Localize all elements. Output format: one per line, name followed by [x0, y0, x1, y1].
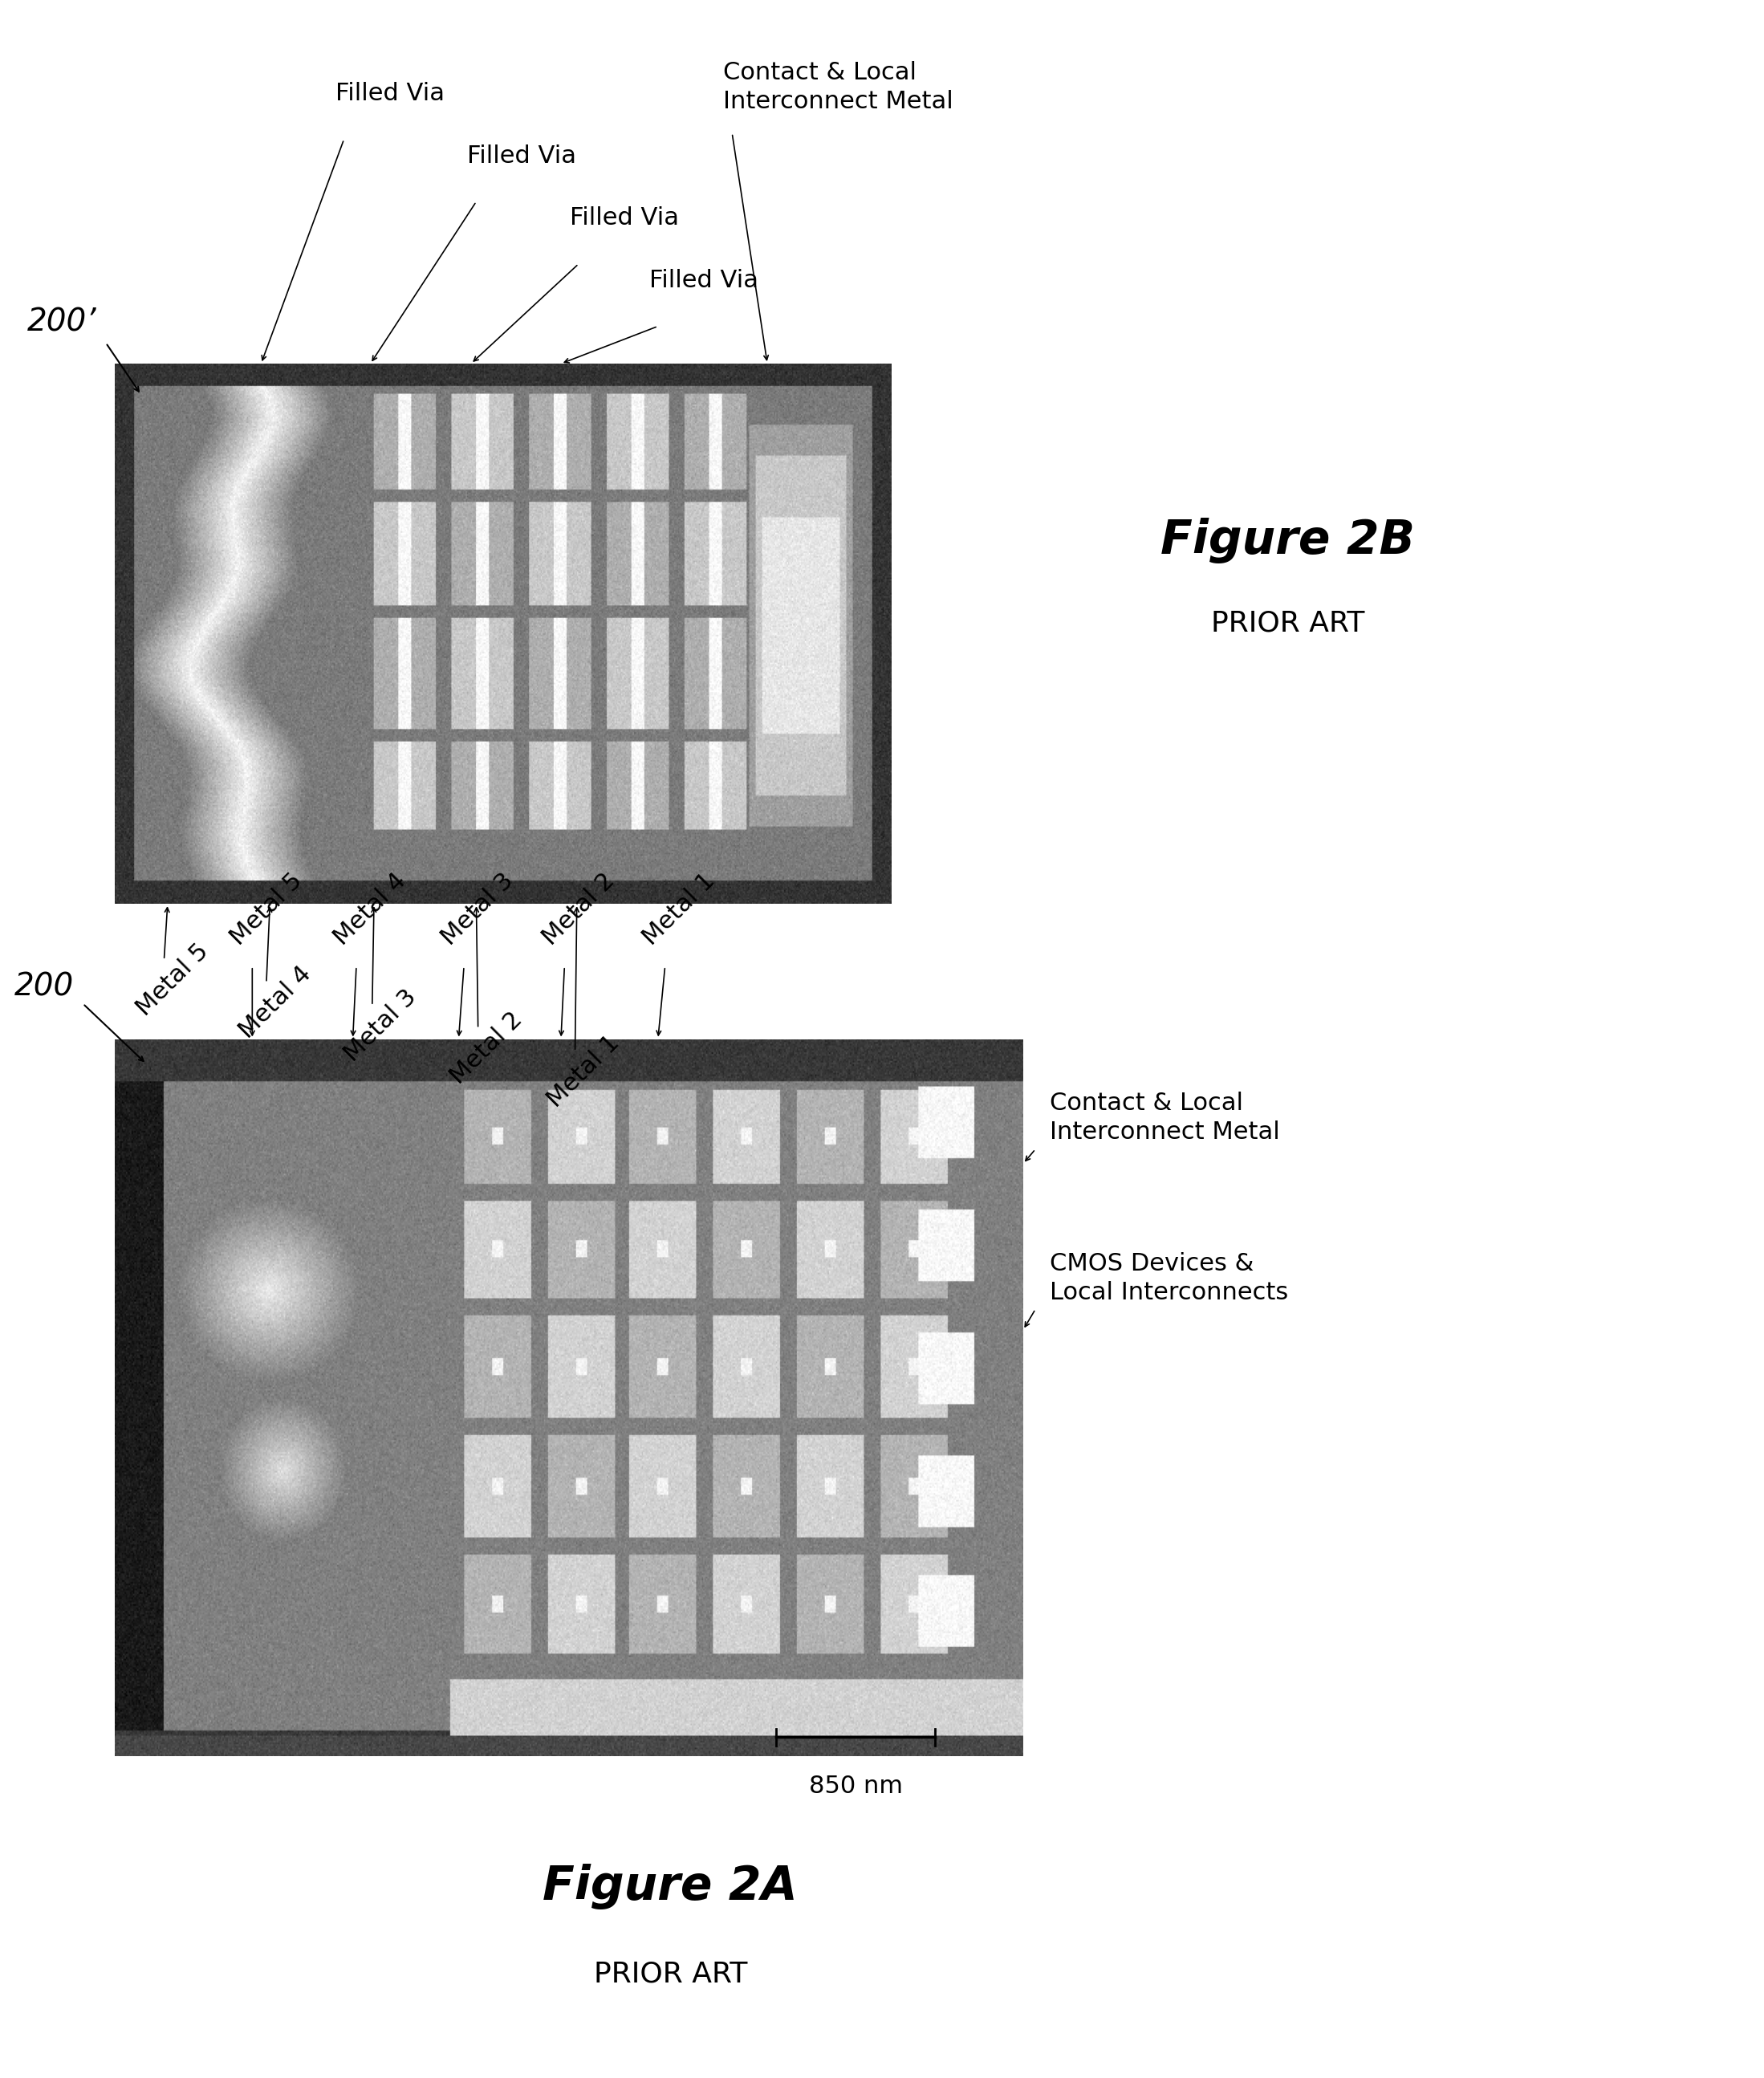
- Text: Metal 5: Metal 5: [226, 869, 307, 950]
- Text: 850 nm: 850 nm: [808, 1775, 903, 1797]
- Text: Metal 4: Metal 4: [235, 962, 316, 1043]
- Text: Metal 2: Metal 2: [446, 1008, 527, 1089]
- Text: Filled Via: Filled Via: [649, 268, 759, 293]
- Text: Figure 2B: Figure 2B: [1161, 517, 1415, 563]
- Text: Filled Via: Filled Via: [467, 143, 577, 168]
- Text: PRIOR ART: PRIOR ART: [1210, 609, 1365, 638]
- Text: Metal 1: Metal 1: [543, 1031, 624, 1112]
- Text: Metal 1: Metal 1: [639, 869, 720, 950]
- Text: Metal 2: Metal 2: [538, 869, 619, 950]
- Text: Metal 5: Metal 5: [132, 939, 213, 1020]
- Text: Metal 3: Metal 3: [340, 985, 422, 1066]
- Text: Metal 4: Metal 4: [330, 869, 411, 950]
- Text: Metal 3: Metal 3: [437, 869, 519, 950]
- Text: 200: 200: [14, 973, 74, 1002]
- Text: Filled Via: Filled Via: [335, 81, 445, 106]
- Text: Filled Via: Filled Via: [570, 206, 679, 231]
- Text: PRIOR ART: PRIOR ART: [593, 1960, 748, 1989]
- Text: Contact & Local
Interconnect Metal: Contact & Local Interconnect Metal: [723, 60, 953, 114]
- Text: Contact & Local
Interconnect Metal: Contact & Local Interconnect Metal: [1050, 1091, 1279, 1145]
- Text: CMOS Devices &
Local Interconnects: CMOS Devices & Local Interconnects: [1050, 1251, 1288, 1305]
- Text: Figure 2A: Figure 2A: [543, 1864, 797, 1910]
- Text: 200’: 200’: [28, 308, 97, 337]
